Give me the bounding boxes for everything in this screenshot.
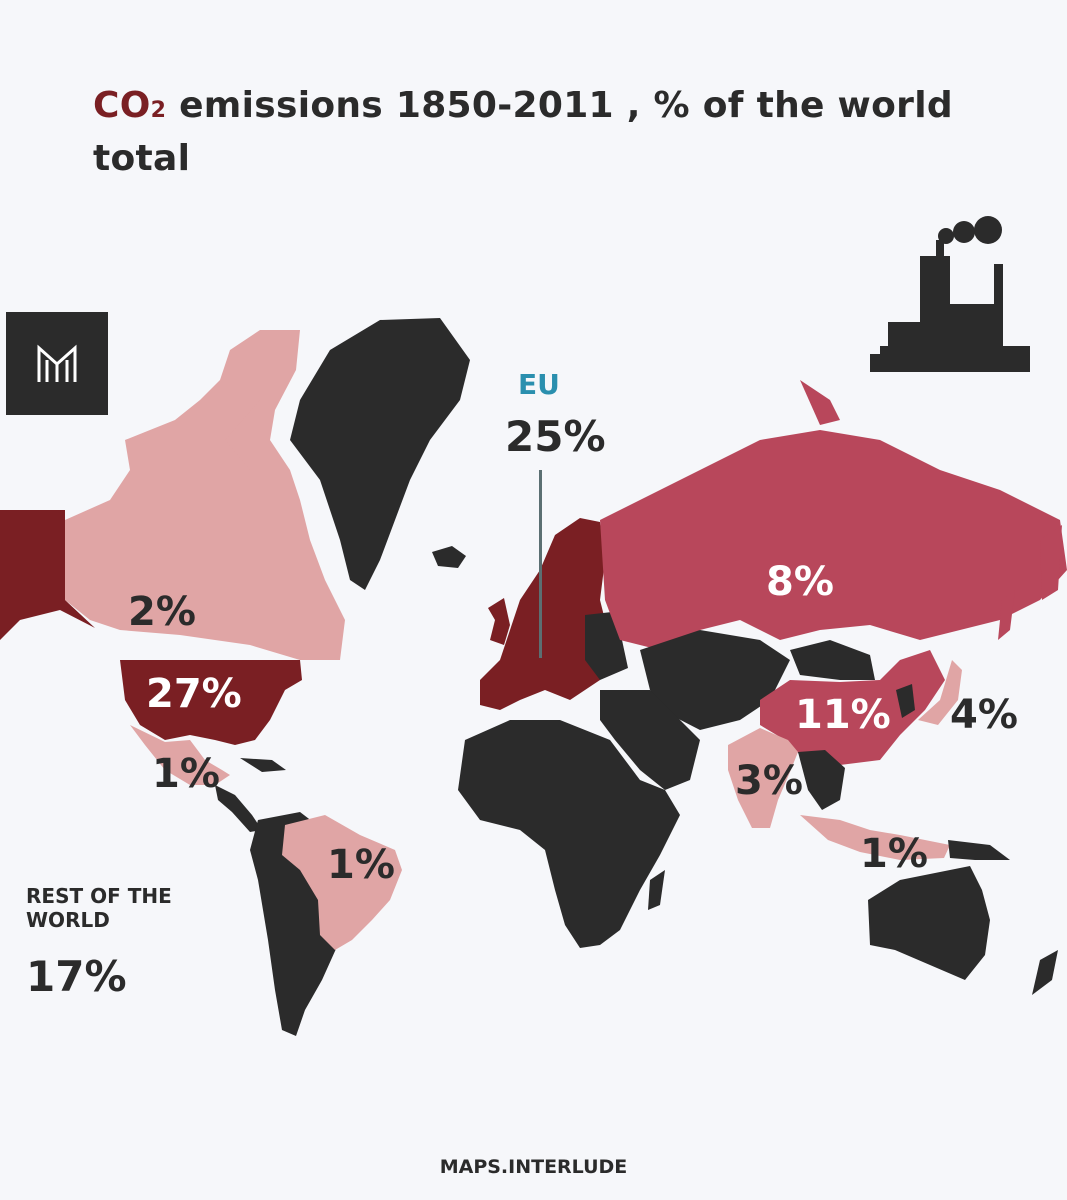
sakhalin xyxy=(998,590,1015,640)
southeast-asia xyxy=(798,750,845,810)
indonesia xyxy=(800,815,950,860)
india xyxy=(728,728,798,828)
eu-pointer-line xyxy=(539,470,542,658)
greenland xyxy=(290,318,470,590)
kamchatka xyxy=(1040,525,1062,600)
usa-value: 27% xyxy=(146,671,242,717)
page-title: CO2 emissions 1850-2011 , % of the world… xyxy=(93,82,973,183)
rest-of-world-value: 17% xyxy=(26,952,127,1001)
usa xyxy=(120,660,302,745)
rest-of-world-label: REST OF THE WORLD xyxy=(26,884,172,932)
madagascar xyxy=(648,870,665,910)
brazil-value: 1% xyxy=(327,842,395,888)
china-value: 11% xyxy=(795,692,891,738)
new-guinea xyxy=(948,840,1010,860)
factory-icon xyxy=(870,216,1030,372)
title-text: emissions 1850-2011 , % of the world tot… xyxy=(93,85,953,179)
mexico-value: 1% xyxy=(152,751,220,797)
mongolia xyxy=(790,640,875,680)
footer-credit: MAPS.INTERLUDE xyxy=(439,1156,628,1178)
canada-island xyxy=(225,400,270,470)
eu-value: 25% xyxy=(505,412,606,461)
maps-interlude-logo-icon xyxy=(37,344,77,382)
eu xyxy=(480,518,610,710)
russia-islands xyxy=(800,380,840,425)
india-value: 3% xyxy=(735,758,803,804)
new-zealand xyxy=(1032,950,1058,995)
title-co2: CO xyxy=(93,85,151,126)
uk xyxy=(488,598,510,645)
japan-value: 4% xyxy=(950,692,1018,738)
russia xyxy=(600,430,1067,650)
australia xyxy=(868,866,990,980)
brazil xyxy=(282,815,402,950)
canada-value: 2% xyxy=(128,589,196,635)
middle-east xyxy=(600,690,700,790)
eu-label: EU xyxy=(518,368,560,401)
title-co2-subscript: 2 xyxy=(150,98,167,123)
iceland xyxy=(432,546,466,568)
caribbean xyxy=(240,758,286,772)
china xyxy=(760,650,945,765)
central-asia xyxy=(640,630,790,730)
mexico xyxy=(130,725,230,785)
alaska xyxy=(0,510,95,640)
korea xyxy=(896,684,915,718)
japan xyxy=(918,660,962,725)
indonesia-value: 1% xyxy=(860,831,928,877)
africa xyxy=(458,720,680,948)
central-america xyxy=(215,785,262,832)
canada xyxy=(65,330,345,660)
logo xyxy=(6,312,108,415)
russia-value: 8% xyxy=(766,559,834,605)
